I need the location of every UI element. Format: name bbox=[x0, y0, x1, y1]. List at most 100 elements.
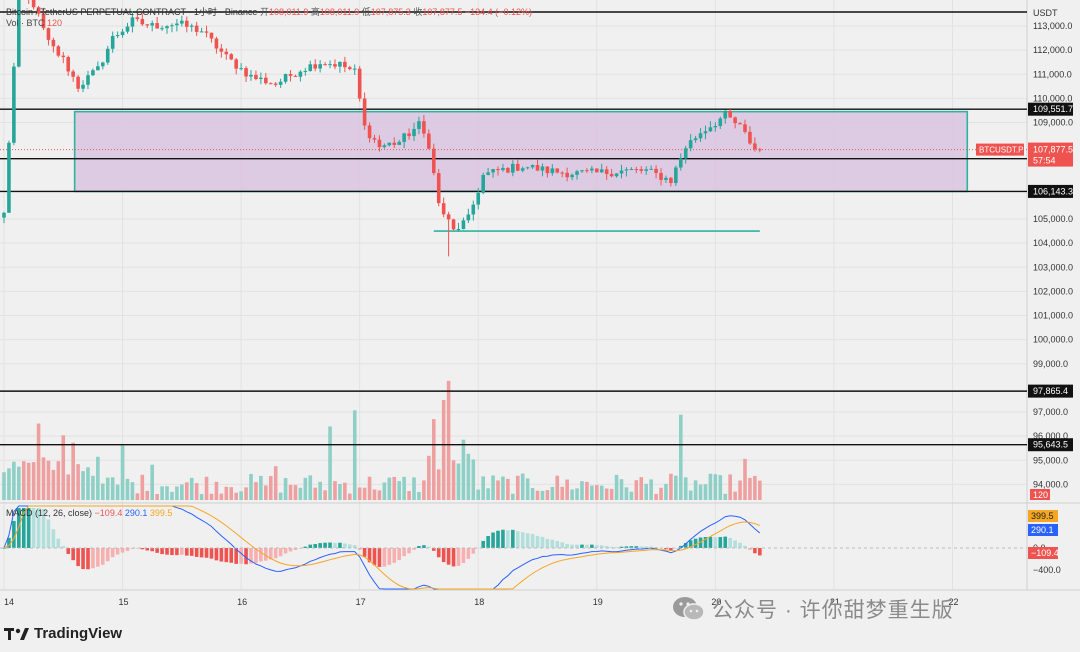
macd-hist-125 bbox=[619, 546, 624, 548]
level-badge-2 bbox=[1028, 184, 1073, 198]
macd-hist-104 bbox=[515, 531, 520, 548]
candle-body-91 bbox=[451, 219, 456, 230]
candle-body-143 bbox=[708, 127, 713, 132]
candle-body-9 bbox=[46, 28, 51, 40]
macd-hist-1 bbox=[7, 537, 11, 548]
candle-body-78 bbox=[387, 142, 392, 146]
volume-bar-33 bbox=[165, 486, 169, 500]
macd-hist-90 bbox=[446, 548, 451, 565]
open-label: 开 bbox=[259, 7, 269, 17]
macd-hist-36 bbox=[180, 548, 184, 555]
volume-bar-149 bbox=[738, 480, 742, 500]
volume-bar-88 bbox=[436, 469, 441, 500]
macd-hist-48 bbox=[239, 548, 243, 564]
price-tick-10: 100,000.0 bbox=[1033, 335, 1073, 345]
volume-bar-102 bbox=[506, 478, 510, 500]
macd-hist-47 bbox=[234, 548, 238, 564]
volume-legend: Vol · BTC 120 bbox=[6, 18, 62, 28]
brand-text: TradingView bbox=[34, 625, 123, 642]
candle-body-40 bbox=[199, 31, 204, 33]
price-tick-2: 111,000.0 bbox=[1033, 69, 1072, 79]
volume-bar-110 bbox=[545, 490, 550, 500]
macd-hist-89 bbox=[441, 548, 446, 563]
macd-hist-135 bbox=[669, 548, 673, 551]
macd-hist-24 bbox=[120, 548, 125, 553]
volume-bar-48 bbox=[239, 491, 243, 500]
volume-bar-92 bbox=[456, 463, 461, 500]
macd-hist-44 bbox=[219, 548, 224, 562]
volume-bar-18 bbox=[91, 475, 95, 500]
macd-hist-59 bbox=[293, 548, 298, 550]
volume-bar-77 bbox=[382, 482, 387, 500]
time-tick-0: 14 bbox=[4, 597, 14, 607]
candle-body-36 bbox=[180, 20, 184, 24]
last-price-text: 107,877.5 bbox=[1033, 145, 1073, 155]
volume-bar-72 bbox=[357, 487, 362, 500]
volume-bar-41 bbox=[204, 476, 209, 500]
candle-body-21 bbox=[105, 48, 110, 63]
candle-body-117 bbox=[580, 170, 584, 172]
candle-body-44 bbox=[219, 48, 224, 52]
volume-bar-3 bbox=[17, 466, 21, 500]
macd-hist-138 bbox=[683, 543, 688, 548]
volume-bar-44 bbox=[219, 493, 224, 500]
volume-bar-90 bbox=[446, 380, 451, 500]
tradingview-logo[interactable]: TradingView bbox=[4, 625, 122, 642]
macd-hist-112 bbox=[555, 541, 560, 548]
macd-hist-140 bbox=[693, 538, 698, 548]
candle-body-140 bbox=[693, 138, 698, 141]
candle-body-130 bbox=[644, 169, 648, 171]
macd-hist-86 bbox=[427, 546, 431, 548]
candle-body-20 bbox=[101, 62, 105, 67]
candle-body-11 bbox=[56, 46, 61, 56]
volume-bar-98 bbox=[486, 488, 490, 500]
candle-body-124 bbox=[614, 173, 619, 177]
candle-body-122 bbox=[604, 169, 609, 174]
macd-hist-19 bbox=[96, 548, 100, 567]
candle-body-26 bbox=[130, 17, 135, 27]
macd-hist-149 bbox=[738, 542, 742, 548]
volume-bar-42 bbox=[209, 493, 214, 500]
candle-body-126 bbox=[624, 169, 629, 171]
tradingview-icon bbox=[4, 627, 29, 640]
volume-bar-103 bbox=[511, 493, 515, 500]
candle-body-38 bbox=[189, 25, 194, 27]
volume-bar-27 bbox=[135, 493, 140, 500]
volume-bar-79 bbox=[392, 476, 397, 500]
volume-bar-6 bbox=[31, 462, 36, 500]
volume-bar-9 bbox=[46, 460, 51, 500]
volume-bar-84 bbox=[417, 491, 421, 500]
macd-hist-23 bbox=[115, 548, 120, 555]
time-tick-7: 21 bbox=[830, 597, 840, 607]
macd-hist-148 bbox=[733, 540, 737, 548]
candle-body-136 bbox=[674, 167, 678, 184]
chart-grid bbox=[0, 0, 1080, 591]
macd-hist-136 bbox=[674, 548, 678, 549]
candle-body-109 bbox=[540, 166, 545, 171]
candle-body-147 bbox=[728, 110, 732, 118]
macd-hist-33 bbox=[165, 548, 169, 555]
macd-hist-21 bbox=[105, 548, 110, 562]
candle-body-153 bbox=[758, 149, 762, 151]
candle-body-87 bbox=[431, 148, 436, 174]
macd-hist-131 bbox=[649, 546, 653, 548]
volume-bar-100 bbox=[496, 480, 500, 500]
macd-hist-14 bbox=[71, 548, 75, 561]
volume-bar-106 bbox=[525, 478, 530, 500]
candle-body-73 bbox=[362, 98, 367, 126]
volume-bar-17 bbox=[86, 467, 90, 500]
macd-hist-27 bbox=[135, 548, 140, 549]
candle-body-35 bbox=[175, 23, 179, 26]
last-price-badge bbox=[1028, 142, 1073, 167]
macd-hist-134 bbox=[664, 548, 668, 550]
volume-bar-25 bbox=[125, 478, 130, 500]
candle-body-54 bbox=[268, 83, 273, 85]
macd-hist-80 bbox=[397, 548, 401, 561]
time-tick-3: 17 bbox=[356, 597, 366, 607]
volume-bar-35 bbox=[175, 486, 179, 500]
candle-body-137 bbox=[678, 158, 683, 168]
candle-body-116 bbox=[575, 171, 579, 175]
volume-bar-113 bbox=[560, 486, 565, 500]
macd-badge-2 bbox=[1028, 547, 1058, 559]
